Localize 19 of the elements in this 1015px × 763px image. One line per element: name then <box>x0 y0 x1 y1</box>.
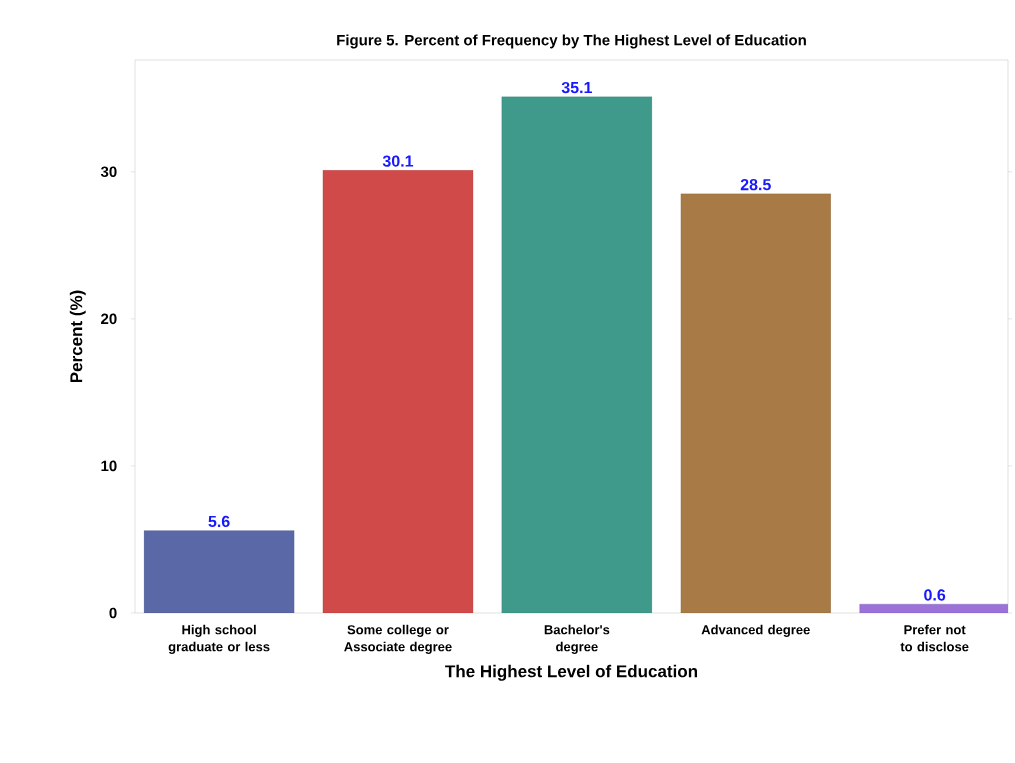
y-tick-label: 0 <box>109 607 117 619</box>
x-tick-label: Bachelor's degree <box>544 624 610 654</box>
y-axis-title: Percent (%) <box>69 290 86 383</box>
data-label: 0.6 <box>924 589 946 601</box>
chart-title: Figure 5. Percent of Frequency by The Highest Level of Education <box>337 34 806 49</box>
x-tick-label: High school graduate or less <box>168 624 270 654</box>
data-label: 35.1 <box>561 81 592 94</box>
y-tick-label: 10 <box>101 460 117 472</box>
data-label: 30.1 <box>382 155 414 167</box>
x-axis-title: The Highest Level of Education <box>445 664 698 681</box>
x-tick-label: Prefer not to disclose <box>900 624 969 652</box>
data-label: 28.5 <box>740 178 771 191</box>
y-tick-label: 30 <box>100 166 117 178</box>
data-label: 5.6 <box>208 515 230 528</box>
x-tick-label: Some college or Associate degree <box>344 624 452 654</box>
y-tick-label: 20 <box>101 313 117 325</box>
bar <box>501 96 653 613</box>
x-tick-label: Advanced degree <box>701 624 810 637</box>
bar <box>322 170 474 613</box>
